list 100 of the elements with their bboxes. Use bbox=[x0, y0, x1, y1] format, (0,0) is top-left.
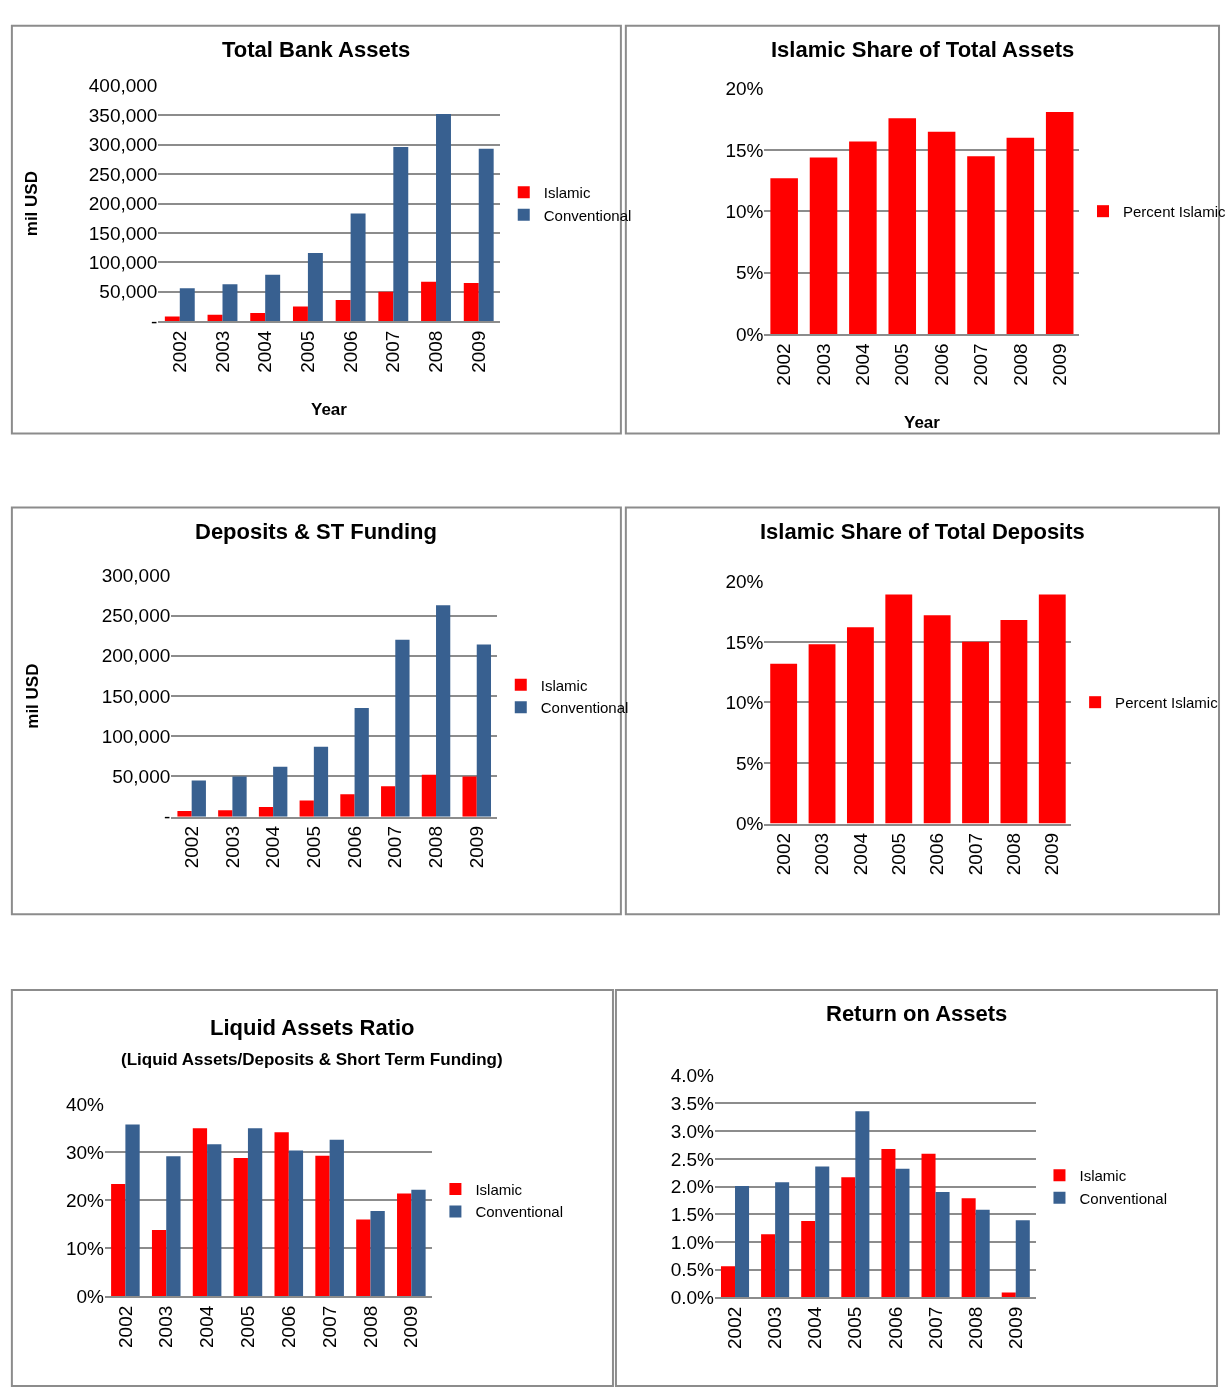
x-tick-label: 2002 bbox=[772, 832, 794, 876]
chart-title: Return on Assets bbox=[826, 1001, 1008, 1026]
x-tick-label: 2002 bbox=[724, 1306, 746, 1349]
bar bbox=[421, 281, 437, 322]
bar bbox=[846, 627, 874, 824]
bar bbox=[895, 1168, 910, 1298]
x-tick-label: 2006 bbox=[926, 832, 948, 876]
bar bbox=[478, 148, 494, 322]
y-tick-label: 2.0% bbox=[670, 1176, 715, 1198]
bar bbox=[411, 1189, 426, 1297]
y-tick-label: 250,000 bbox=[101, 605, 171, 627]
bar bbox=[265, 274, 281, 322]
y-tick-label: 200,000 bbox=[88, 193, 158, 215]
bar bbox=[1001, 1292, 1016, 1298]
legend-label: Islamic bbox=[475, 1180, 523, 1198]
bar bbox=[258, 807, 274, 817]
y-tick-label: 15% bbox=[725, 631, 764, 653]
x-tick-label: 2002 bbox=[168, 330, 190, 373]
bar bbox=[232, 776, 247, 817]
y-tick-label: 150,000 bbox=[88, 222, 158, 244]
legend-label: Conventional bbox=[475, 1203, 563, 1221]
chart-title: Liquid Assets Ratio bbox=[210, 1015, 415, 1040]
x-tick-label: 2007 bbox=[384, 826, 406, 869]
bar bbox=[393, 147, 409, 322]
x-tick-label: 2002 bbox=[180, 826, 202, 869]
bar bbox=[463, 283, 479, 322]
bar bbox=[335, 300, 351, 322]
bar bbox=[397, 1193, 412, 1297]
bar bbox=[329, 1139, 344, 1297]
bar bbox=[841, 1177, 856, 1298]
x-axis-title: Year bbox=[311, 400, 348, 419]
bar bbox=[476, 644, 491, 817]
bar bbox=[421, 774, 437, 817]
bar bbox=[462, 776, 477, 817]
bar bbox=[192, 1128, 208, 1297]
y-tick-label: 50,000 bbox=[99, 281, 158, 303]
bar bbox=[927, 131, 956, 335]
x-tick-label: 2008 bbox=[425, 330, 447, 373]
y-tick-label: 200,000 bbox=[101, 645, 171, 667]
bar bbox=[233, 1158, 248, 1297]
chart-subtitle: (Liquid Assets/Deposits & Short Term Funding) bbox=[121, 1050, 503, 1069]
x-tick-label: 2009 bbox=[467, 330, 489, 373]
bar bbox=[855, 1111, 870, 1298]
bar bbox=[849, 141, 877, 335]
legend-label: Percent Islamic bbox=[1123, 203, 1227, 221]
y-tick-label: 10% bbox=[725, 201, 764, 223]
bar bbox=[801, 1220, 816, 1298]
legend-label: Conventional bbox=[1079, 1189, 1168, 1207]
bar bbox=[436, 605, 451, 817]
x-tick-label: 2009 bbox=[1041, 832, 1063, 876]
bar bbox=[125, 1124, 140, 1297]
x-tick-label: 2006 bbox=[277, 1305, 299, 1349]
bar bbox=[340, 794, 355, 817]
bar bbox=[770, 663, 798, 824]
y-tick-label: 400,000 bbox=[88, 75, 158, 97]
y-tick-label: 10% bbox=[725, 692, 764, 714]
x-tick-label: 2003 bbox=[155, 1305, 177, 1349]
y-tick-label: 0.5% bbox=[670, 1259, 715, 1281]
bar bbox=[288, 1150, 304, 1297]
y-tick-label: 40% bbox=[65, 1093, 105, 1115]
bar bbox=[885, 594, 913, 824]
bar bbox=[935, 1192, 950, 1298]
y-axis-title: mil USD bbox=[22, 663, 42, 729]
x-tick-label: 2005 bbox=[887, 832, 909, 876]
bar bbox=[720, 1266, 736, 1298]
y-tick-label: 350,000 bbox=[88, 104, 158, 126]
y-tick-label: - bbox=[151, 310, 158, 332]
y-tick-label: 3.0% bbox=[670, 1120, 715, 1142]
bar bbox=[975, 1209, 990, 1298]
y-tick-label: 50,000 bbox=[112, 766, 171, 788]
x-tick-label: 2004 bbox=[849, 832, 871, 876]
x-tick-label: 2009 bbox=[1048, 343, 1070, 386]
x-tick-label: 2006 bbox=[339, 330, 361, 373]
y-tick-label: 4.0% bbox=[670, 1065, 715, 1087]
y-tick-label: 30% bbox=[65, 1141, 105, 1163]
y-tick-label: 300,000 bbox=[101, 565, 171, 587]
bar bbox=[1015, 1220, 1030, 1298]
x-axis-title: Year bbox=[904, 413, 941, 432]
y-tick-label: 250,000 bbox=[88, 163, 158, 185]
x-tick-label: 2008 bbox=[964, 1306, 986, 1349]
bar bbox=[313, 746, 329, 817]
x-tick-label: 2004 bbox=[262, 825, 284, 869]
y-tick-label: 100,000 bbox=[101, 725, 171, 747]
y-tick-label: 5% bbox=[736, 262, 764, 284]
legend-label: Conventional bbox=[540, 699, 629, 717]
bar bbox=[222, 284, 238, 322]
x-tick-label: 2008 bbox=[425, 826, 447, 869]
y-tick-label: 20% bbox=[725, 78, 764, 100]
y-tick-label: 3.5% bbox=[670, 1093, 715, 1115]
x-tick-label: 2004 bbox=[852, 342, 874, 386]
bar bbox=[808, 644, 836, 824]
bar bbox=[815, 1166, 830, 1298]
legend-label: Islamic bbox=[1079, 1167, 1127, 1185]
bar bbox=[1038, 594, 1066, 824]
bar bbox=[735, 1186, 750, 1298]
bar bbox=[770, 178, 798, 335]
y-tick-label: 20% bbox=[65, 1190, 105, 1211]
y-tick-label: 150,000 bbox=[101, 685, 171, 707]
bar bbox=[356, 1219, 371, 1297]
x-tick-label: 2006 bbox=[884, 1306, 906, 1349]
